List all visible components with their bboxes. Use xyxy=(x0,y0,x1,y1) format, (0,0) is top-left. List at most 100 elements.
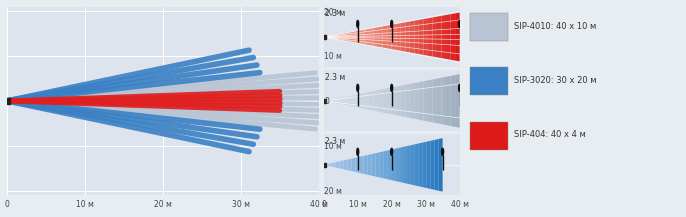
Polygon shape xyxy=(369,28,374,46)
Polygon shape xyxy=(346,95,351,106)
Polygon shape xyxy=(410,21,414,53)
Polygon shape xyxy=(405,84,410,118)
Polygon shape xyxy=(374,90,378,112)
Polygon shape xyxy=(438,138,442,192)
Polygon shape xyxy=(371,153,375,176)
Polygon shape xyxy=(455,74,460,128)
Polygon shape xyxy=(329,99,333,103)
Polygon shape xyxy=(324,100,329,102)
Polygon shape xyxy=(455,13,460,61)
Text: SIP-4010: 40 x 10 м: SIP-4010: 40 x 10 м xyxy=(514,21,597,31)
Text: SIP-404: 40 x 4 м: SIP-404: 40 x 4 м xyxy=(514,130,587,139)
Polygon shape xyxy=(437,16,442,58)
Polygon shape xyxy=(375,152,379,177)
Polygon shape xyxy=(332,162,335,168)
Polygon shape xyxy=(338,34,342,40)
Polygon shape xyxy=(383,88,387,113)
Polygon shape xyxy=(423,80,428,122)
Polygon shape xyxy=(414,82,419,120)
Polygon shape xyxy=(387,87,392,114)
Polygon shape xyxy=(360,93,364,109)
Polygon shape xyxy=(383,151,387,179)
Polygon shape xyxy=(451,13,455,61)
Text: SIP-3020: 30 x 20 м: SIP-3020: 30 x 20 м xyxy=(514,76,597,85)
Polygon shape xyxy=(351,95,355,107)
Polygon shape xyxy=(446,76,451,126)
Polygon shape xyxy=(344,159,348,170)
Text: 2.3 м: 2.3 м xyxy=(325,9,346,18)
Polygon shape xyxy=(340,160,344,169)
Circle shape xyxy=(357,20,359,27)
Polygon shape xyxy=(335,161,340,168)
Polygon shape xyxy=(392,87,397,115)
Polygon shape xyxy=(387,25,392,49)
Circle shape xyxy=(391,84,392,91)
Polygon shape xyxy=(414,20,419,54)
Polygon shape xyxy=(419,143,423,187)
Circle shape xyxy=(357,84,359,91)
Polygon shape xyxy=(379,151,383,178)
Circle shape xyxy=(442,148,444,155)
Circle shape xyxy=(357,148,359,155)
Polygon shape xyxy=(378,89,383,113)
Polygon shape xyxy=(369,91,374,111)
Polygon shape xyxy=(405,21,410,52)
Polygon shape xyxy=(432,79,437,123)
Polygon shape xyxy=(324,36,329,38)
Polygon shape xyxy=(329,35,333,39)
Text: 2.3 м: 2.3 м xyxy=(325,136,346,146)
Polygon shape xyxy=(411,144,415,185)
Polygon shape xyxy=(410,83,414,119)
Circle shape xyxy=(459,84,460,91)
Polygon shape xyxy=(364,92,369,110)
Polygon shape xyxy=(378,26,383,48)
Circle shape xyxy=(391,148,392,155)
Polygon shape xyxy=(355,157,359,173)
Polygon shape xyxy=(355,94,360,108)
Polygon shape xyxy=(428,79,432,122)
Polygon shape xyxy=(437,78,442,124)
Polygon shape xyxy=(348,159,351,171)
Polygon shape xyxy=(419,19,423,55)
Polygon shape xyxy=(391,149,395,181)
Polygon shape xyxy=(451,75,455,127)
Polygon shape xyxy=(338,97,342,104)
Polygon shape xyxy=(324,164,328,166)
Polygon shape xyxy=(423,18,428,56)
Polygon shape xyxy=(415,143,419,186)
Polygon shape xyxy=(364,29,369,45)
Polygon shape xyxy=(397,23,401,51)
Polygon shape xyxy=(423,142,427,188)
Text: 2.3 м: 2.3 м xyxy=(325,73,346,82)
Polygon shape xyxy=(399,147,403,183)
Circle shape xyxy=(459,20,460,27)
Polygon shape xyxy=(427,141,431,189)
Polygon shape xyxy=(342,96,346,105)
Polygon shape xyxy=(359,156,364,174)
Polygon shape xyxy=(346,32,351,42)
Polygon shape xyxy=(431,140,435,190)
Polygon shape xyxy=(419,81,423,121)
Polygon shape xyxy=(333,35,338,39)
Polygon shape xyxy=(401,85,405,117)
Polygon shape xyxy=(428,18,432,56)
Polygon shape xyxy=(374,27,378,47)
Polygon shape xyxy=(432,17,437,57)
Polygon shape xyxy=(395,148,399,182)
Polygon shape xyxy=(442,15,446,59)
Polygon shape xyxy=(442,77,446,125)
Circle shape xyxy=(391,20,392,27)
Polygon shape xyxy=(360,30,364,44)
Polygon shape xyxy=(342,33,346,41)
Polygon shape xyxy=(403,146,407,184)
Polygon shape xyxy=(364,155,368,175)
Polygon shape xyxy=(435,139,438,191)
Polygon shape xyxy=(387,150,391,180)
Polygon shape xyxy=(401,22,405,52)
Polygon shape xyxy=(355,30,360,43)
Polygon shape xyxy=(368,154,371,176)
Polygon shape xyxy=(328,163,332,167)
Polygon shape xyxy=(351,31,355,43)
Polygon shape xyxy=(392,24,397,50)
Polygon shape xyxy=(383,26,387,48)
